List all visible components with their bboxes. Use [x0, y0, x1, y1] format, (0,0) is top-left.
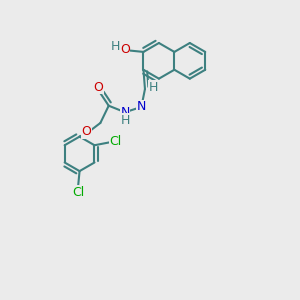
Text: O: O — [82, 125, 91, 138]
Text: H: H — [110, 40, 120, 53]
Text: H: H — [148, 81, 158, 94]
Text: N: N — [137, 100, 146, 113]
Text: N: N — [120, 106, 130, 119]
Text: O: O — [93, 81, 103, 94]
Text: Cl: Cl — [72, 186, 85, 199]
Text: H: H — [121, 114, 130, 127]
Text: O: O — [120, 43, 130, 56]
Text: Cl: Cl — [109, 135, 122, 148]
